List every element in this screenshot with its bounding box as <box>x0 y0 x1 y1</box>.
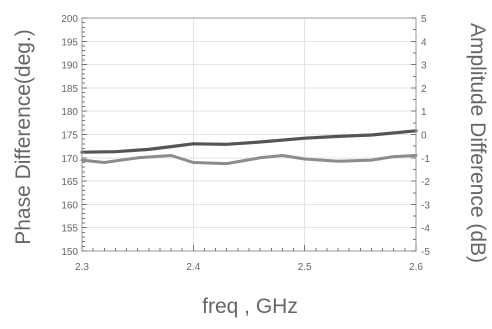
y-left-tick-label: 200 <box>61 14 78 25</box>
y-right-tick-label: 5 <box>421 14 427 25</box>
y-right-tick-label: -1 <box>421 154 430 165</box>
y-right-tick-label: 4 <box>421 37 427 48</box>
y-left-tick-label: 160 <box>61 200 78 211</box>
y-right-tick-label: 0 <box>421 131 427 142</box>
x-tick-label: 2.5 <box>298 262 312 273</box>
y-right-tick-label: -2 <box>421 177 430 188</box>
y-left-tick-label: 170 <box>61 154 78 165</box>
labels-layer: freq , GHz Phase Difference(deg.) Amplit… <box>12 23 489 318</box>
x-axis-label: freq , GHz <box>202 295 298 318</box>
y-left-tick-label: 180 <box>61 107 78 118</box>
y-right-tick-label: 2 <box>421 84 427 95</box>
y-left-tick-label: 165 <box>61 177 78 188</box>
y-right-tick-label: -3 <box>421 200 430 211</box>
ticks-layer: 150155160165170175180185190195200-5-4-3-… <box>61 14 430 273</box>
y-right-tick-label: 3 <box>421 61 427 72</box>
x-tick-label: 2.6 <box>409 262 423 273</box>
y-left-tick-label: 175 <box>61 131 78 142</box>
x-tick-label: 2.3 <box>75 262 89 273</box>
y-right-tick-label: 1 <box>421 107 427 118</box>
amplitude-difference-line <box>80 154 418 166</box>
y-left-tick-label: 195 <box>61 37 78 48</box>
y-axis-left-label: Phase Difference(deg.) <box>12 29 35 245</box>
y-right-tick-label: -5 <box>421 247 430 258</box>
y-left-tick-label: 190 <box>61 61 78 72</box>
series-layer <box>80 129 418 166</box>
x-tick-label: 2.4 <box>186 262 200 273</box>
phase-difference-line <box>80 129 418 154</box>
y-left-tick-label: 155 <box>61 224 78 235</box>
y-axis-right-label: Amplitude Difference (dB) <box>466 23 489 263</box>
y-left-tick-label: 150 <box>61 247 78 258</box>
y-left-tick-label: 185 <box>61 84 78 95</box>
y-right-tick-label: -4 <box>421 224 430 235</box>
